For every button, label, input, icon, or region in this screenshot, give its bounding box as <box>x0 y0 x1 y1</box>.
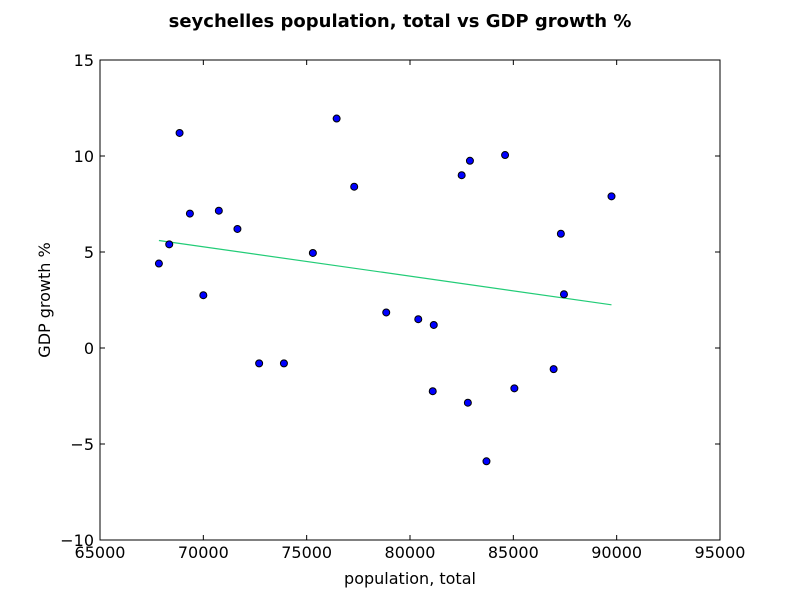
x-tick-label: 65000 <box>75 543 126 562</box>
y-tick-label: 10 <box>74 147 94 166</box>
x-tick-label: 90000 <box>591 543 642 562</box>
y-tick-label: 5 <box>84 243 94 262</box>
data-point <box>255 359 264 368</box>
data-point <box>556 229 565 238</box>
data-point <box>154 259 163 268</box>
x-tick-label: 95000 <box>695 543 746 562</box>
data-point <box>233 224 242 233</box>
data-point <box>185 209 194 218</box>
x-tick-label: 80000 <box>385 543 436 562</box>
data-point <box>429 320 438 329</box>
data-point <box>549 365 558 374</box>
data-point <box>308 248 317 257</box>
data-point <box>350 182 359 191</box>
data-point <box>510 384 519 393</box>
data-point <box>457 171 466 180</box>
data-point <box>482 457 491 466</box>
y-tick-label: 15 <box>74 51 94 70</box>
plot-frame <box>99 59 721 541</box>
data-point <box>214 206 223 215</box>
data-point <box>165 240 174 249</box>
data-point <box>501 151 510 160</box>
plot-area <box>99 59 721 541</box>
data-point <box>559 290 568 299</box>
data-point <box>607 192 616 201</box>
x-axis-label: population, total <box>344 569 476 588</box>
data-point <box>175 128 184 137</box>
y-axis-label: GDP growth % <box>35 242 54 357</box>
data-point <box>465 156 474 165</box>
axis-ticks: 65000 70000 75000 80000 85000 90000 95000 −10 −5… <box>60 51 745 562</box>
trendline <box>158 239 612 306</box>
data-point <box>428 387 437 396</box>
y-tick-label: −10 <box>60 531 94 550</box>
x-tick-label: 70000 <box>178 543 229 562</box>
data-point <box>279 359 288 368</box>
trendline-group <box>158 239 612 306</box>
y-tick-label: −5 <box>70 435 94 454</box>
data-points <box>154 114 616 466</box>
x-tick-label: 85000 <box>488 543 539 562</box>
data-point <box>414 315 423 324</box>
chart-title: seychelles population, total vs GDP grow… <box>169 11 632 32</box>
x-tick-label: 75000 <box>281 543 332 562</box>
data-point <box>463 398 472 407</box>
data-point <box>199 291 208 300</box>
data-point <box>382 308 391 317</box>
data-point <box>332 114 341 123</box>
y-tick-label: 0 <box>84 339 94 358</box>
